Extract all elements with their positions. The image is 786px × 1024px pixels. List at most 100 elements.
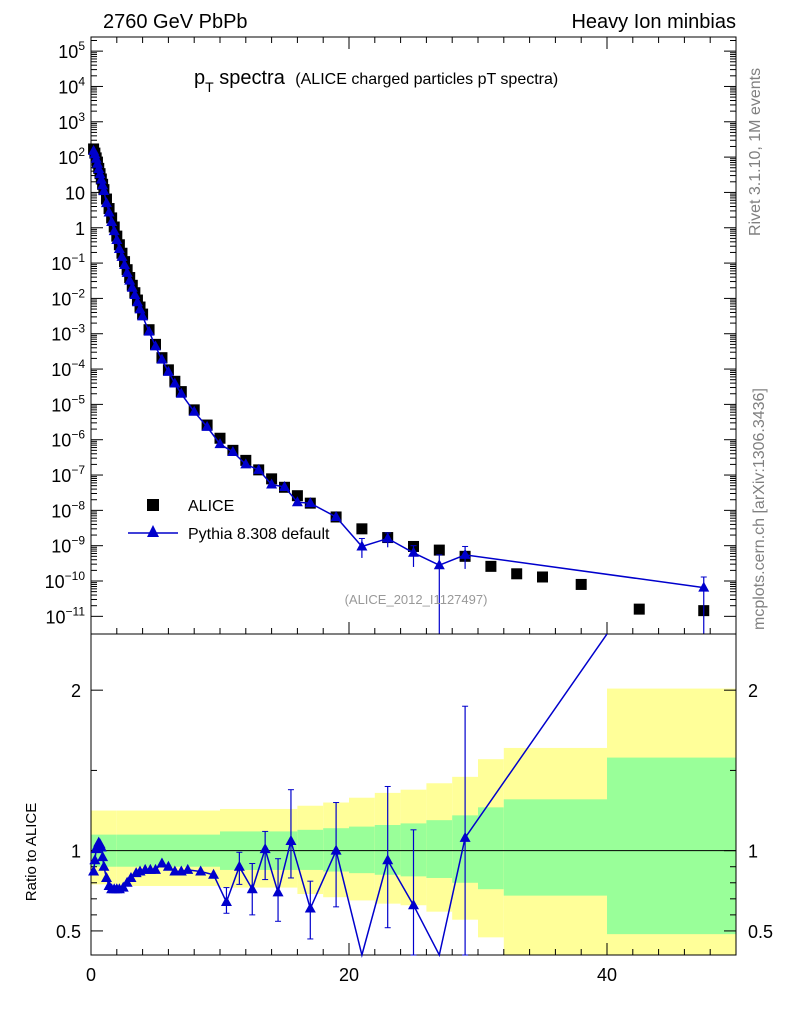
- pythia-point: [119, 259, 131, 270]
- ratio-y-tick-label-right: 2: [748, 681, 758, 701]
- y-tick-label: 102: [58, 145, 85, 168]
- reference-note: (ALICE_2012_I1127497): [345, 592, 488, 607]
- pythia-point: [95, 173, 107, 184]
- ratio-y-tick-label-left: 0.5: [56, 922, 81, 942]
- side-label-mcplots: mcplots.cern.ch [arXiv:1306.3436]: [751, 388, 768, 630]
- ratio-point: [98, 860, 110, 871]
- ratio-point: [459, 831, 471, 842]
- spectrum-axis-ticks: [90, 37, 737, 634]
- y-tick-label: 105: [58, 39, 85, 62]
- pythia-point: [382, 532, 394, 543]
- x-tick-label: 0: [86, 965, 96, 985]
- ratio-y-axis-label: Ratio to ALICE: [23, 803, 40, 901]
- pythia-point: [240, 458, 252, 469]
- green-band: [297, 829, 324, 870]
- ratio-point: [95, 841, 107, 852]
- alice-point: [511, 568, 523, 580]
- pythia-point: [90, 152, 102, 163]
- ratio-point: [182, 863, 194, 874]
- pythia-point: [356, 540, 368, 551]
- y-tick-label: 10−8: [51, 498, 85, 521]
- ratio-point: [272, 886, 284, 897]
- pythia-point: [304, 497, 316, 508]
- ratio-point: [100, 871, 112, 882]
- y-tick-label: 10−9: [51, 534, 85, 557]
- y-tick-label: 10−11: [46, 604, 86, 627]
- pythia-point: [156, 353, 168, 364]
- ratio-point: [220, 896, 232, 907]
- y-tick-label: 10−5: [51, 392, 85, 415]
- pythia-point: [188, 405, 200, 416]
- green-band: [607, 757, 736, 935]
- ratio-y-tick-label-left: 1: [71, 842, 81, 862]
- title-p: p: [194, 67, 205, 89]
- alice-point: [537, 571, 548, 583]
- pythia-point: [143, 325, 155, 336]
- y-tick-label: 10−7: [51, 463, 85, 486]
- ratio-point: [233, 860, 245, 871]
- legend-label-pythia: Pythia 8.308 default: [188, 526, 330, 543]
- x-tick-label: 40: [597, 965, 617, 985]
- pythia-point: [113, 243, 125, 254]
- pythia-line: [92, 150, 704, 589]
- y-tick-label: 1: [75, 219, 85, 239]
- pythia-point: [459, 548, 471, 559]
- pythia-point: [97, 179, 109, 190]
- ratio-y-tick-label-right: 1: [748, 842, 758, 862]
- y-tick-label: 10−1: [51, 251, 85, 274]
- side-label-rivet: Rivet 3.1.10, 1M events: [747, 68, 764, 236]
- spectrum-y-tick-labels: 10510410310210110−110−210−310−410−510−61…: [45, 39, 86, 627]
- y-tick-label: 10−3: [51, 322, 85, 345]
- ratio-point: [208, 868, 220, 879]
- pythia-point: [93, 163, 105, 174]
- y-tick-label: 10−2: [51, 286, 85, 309]
- ratio-point: [285, 835, 297, 846]
- pythia-point: [162, 365, 174, 376]
- green-band: [349, 826, 375, 874]
- pythia-point: [433, 559, 445, 570]
- ratio-point: [408, 899, 419, 910]
- legend-label-alice: ALICE: [188, 498, 234, 515]
- pythia-point: [330, 510, 342, 521]
- y-tick-label: 10: [65, 183, 85, 203]
- ratio-tick-labels: 0 20 40 0.5 0.5 1 1 2 2: [56, 681, 773, 985]
- pythia-point: [94, 168, 106, 179]
- spectrum-data: [88, 143, 710, 634]
- pythia-point: [137, 310, 149, 321]
- pythia-point: [698, 581, 710, 592]
- ratio-point: [304, 902, 316, 913]
- pythia-point: [201, 420, 213, 431]
- ratio-point: [195, 865, 207, 876]
- pythia-point: [150, 340, 161, 351]
- ratio-point: [259, 843, 271, 854]
- x-tick-label: 20: [339, 965, 359, 985]
- green-band: [503, 799, 607, 896]
- ratio-y-tick-label-left: 2: [71, 681, 81, 701]
- pythia-point: [175, 387, 187, 398]
- ratio-y-tick-label-right: 0.5: [748, 922, 773, 942]
- pythia-point: [169, 377, 181, 388]
- ratio-point: [97, 851, 109, 862]
- pythia-point: [227, 445, 239, 456]
- y-tick-label: 103: [58, 110, 85, 133]
- pythia-point: [111, 234, 123, 245]
- pythia-point: [98, 184, 110, 195]
- pythia-point: [91, 157, 103, 168]
- pythia-point: [279, 480, 290, 491]
- green-band: [426, 820, 453, 878]
- legend-marker-alice: [147, 499, 159, 511]
- alice-point: [433, 544, 445, 556]
- y-tick-label: 10−4: [51, 357, 85, 380]
- alice-point: [485, 560, 497, 572]
- alice-point: [575, 578, 587, 590]
- ratio-point: [246, 883, 258, 894]
- ratio-point: [88, 865, 100, 876]
- ratio-point: [330, 844, 342, 855]
- legend: ALICE Pythia 8.308 default: [128, 498, 330, 543]
- header-right: Heavy Ion minbias: [571, 11, 736, 33]
- green-band: [478, 807, 504, 890]
- ratio-data: [88, 633, 608, 958]
- header-left: 2760 GeV PbPb: [103, 11, 248, 33]
- pythia-point: [291, 496, 303, 507]
